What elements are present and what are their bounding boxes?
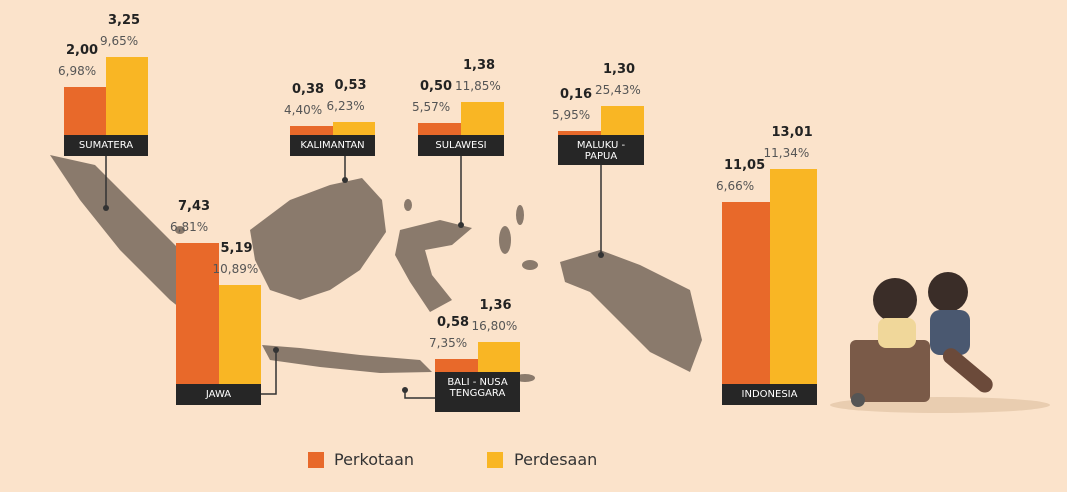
legend-label: Perkotaan <box>334 450 415 469</box>
percent-label: 7,35% <box>429 336 468 351</box>
percent-label: 6,66% <box>716 178 755 193</box>
percent-label: 4,40% <box>284 102 323 117</box>
bar <box>332 122 375 135</box>
bar <box>290 125 333 135</box>
value-label: 13,01 <box>771 125 813 141</box>
region-label: KALIMANTAN <box>290 135 375 156</box>
islands <box>50 155 702 384</box>
bar <box>106 57 148 135</box>
percent-label: 6,98% <box>58 64 97 78</box>
value-label: 1,30 <box>603 62 636 78</box>
bar <box>477 342 520 372</box>
value-label: 5,19 <box>220 241 253 257</box>
value-label: 0,50 <box>420 79 453 94</box>
region-label: JAWA <box>176 384 261 405</box>
bar <box>64 87 106 135</box>
bar <box>722 201 770 384</box>
percent-label: 9,65% <box>100 34 139 48</box>
legend-label: Perdesaan <box>514 450 598 469</box>
bar <box>601 106 644 135</box>
value-label: 0,16 <box>560 87 593 103</box>
percent-label: 11,34% <box>763 146 810 161</box>
bar <box>218 285 261 384</box>
value-label: 1,38 <box>463 57 496 73</box>
region-label: INDONESIA <box>722 384 817 405</box>
connector-dots <box>103 177 604 393</box>
value-label: 2,00 <box>66 43 99 58</box>
legend-swatch <box>308 452 324 468</box>
percent-label: 10,89% <box>212 262 259 277</box>
percent-label: 11,85% <box>455 78 501 93</box>
percent-label: 16,80% <box>471 319 518 334</box>
percent-label: 25,43% <box>595 83 641 98</box>
value-label: 0,58 <box>437 315 470 331</box>
bar <box>435 359 478 372</box>
region-label: SUMATERA <box>64 135 148 156</box>
region-label: MALUKU - PAPUA <box>558 135 644 165</box>
bar <box>461 101 504 135</box>
percent-label: 5,95% <box>552 108 591 123</box>
percent-label: 6,23% <box>326 99 365 114</box>
region-label: BALI - NUSA TENGGARA <box>435 372 520 412</box>
bar <box>176 242 219 384</box>
region-label: SULAWESI <box>418 135 504 156</box>
value-label: 0,38 <box>292 81 325 97</box>
bar <box>418 123 461 135</box>
percent-label: 6,81% <box>170 219 209 234</box>
value-label: 3,25 <box>108 13 141 28</box>
value-label: 1,36 <box>479 298 512 314</box>
legend-swatch <box>487 452 503 468</box>
value-label: 7,43 <box>178 198 211 214</box>
value-label: 0,53 <box>334 78 367 94</box>
percent-label: 5,57% <box>412 100 451 114</box>
bar <box>769 169 817 384</box>
bar <box>558 131 601 135</box>
value-label: 11,05 <box>724 157 766 173</box>
illustration <box>830 272 1050 413</box>
